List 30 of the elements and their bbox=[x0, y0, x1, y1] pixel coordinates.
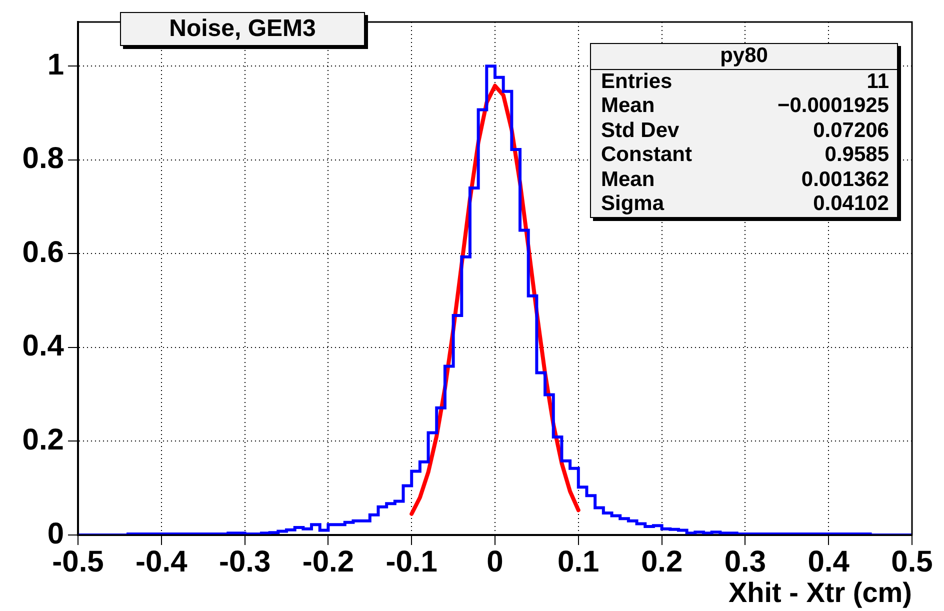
annotation: Mean bbox=[601, 94, 655, 118]
annotation: 0.07206 bbox=[813, 118, 889, 143]
annotation: Sigma bbox=[601, 192, 664, 216]
annotation: Mean bbox=[601, 168, 655, 192]
annotation: py80 bbox=[591, 44, 897, 70]
title-box: Noise, GEM3 bbox=[120, 12, 365, 46]
annotation: 0.04102 bbox=[813, 192, 889, 216]
x-tick-label: 0.1 bbox=[558, 545, 600, 578]
annotation: Std Dev bbox=[601, 118, 680, 143]
annotation: 0.001362 bbox=[801, 168, 889, 192]
y-tick-label: 1 bbox=[47, 48, 64, 82]
y-tick-label: 0.2 bbox=[22, 423, 64, 456]
x-tick-label: -0.4 bbox=[136, 545, 188, 578]
annotation: Entries bbox=[601, 70, 672, 94]
annotation: 0.9585 bbox=[824, 143, 889, 168]
y-tick-label: 0.6 bbox=[22, 236, 64, 269]
x-tick-label: 0 bbox=[486, 545, 504, 578]
x-tick-label: 0.2 bbox=[640, 545, 683, 578]
annotation: 11 bbox=[866, 70, 889, 94]
x-tick-label: 0.4 bbox=[808, 545, 850, 578]
y-tick-label: 0.8 bbox=[22, 142, 64, 176]
annotation: Constant bbox=[601, 143, 692, 168]
x-tick-label: -0.1 bbox=[386, 545, 438, 578]
x-tick-label: -0.3 bbox=[218, 545, 271, 578]
x-tick-label: -0.2 bbox=[302, 545, 354, 578]
annotation: −0.0001925 bbox=[777, 94, 889, 118]
x-axis-title: Xhit - Xtr (cm) bbox=[728, 576, 912, 608]
x-tick-label: 0.3 bbox=[724, 545, 766, 578]
y-tick-label: 0.4 bbox=[22, 330, 64, 363]
x-tick-label: 0.5 bbox=[891, 545, 933, 578]
